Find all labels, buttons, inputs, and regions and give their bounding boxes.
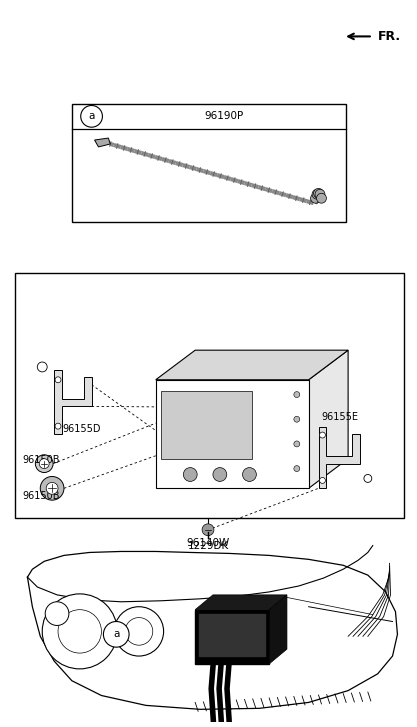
Circle shape bbox=[55, 377, 61, 382]
Circle shape bbox=[55, 423, 61, 429]
Polygon shape bbox=[309, 350, 348, 489]
Text: 96155D: 96155D bbox=[62, 424, 100, 434]
Text: 96140W: 96140W bbox=[186, 537, 230, 547]
Circle shape bbox=[213, 467, 227, 481]
Circle shape bbox=[315, 189, 325, 199]
Circle shape bbox=[45, 602, 69, 625]
Circle shape bbox=[114, 607, 163, 656]
Circle shape bbox=[125, 617, 153, 645]
Bar bbox=[15, 273, 404, 518]
Polygon shape bbox=[156, 350, 348, 379]
Circle shape bbox=[42, 594, 117, 669]
Circle shape bbox=[294, 392, 300, 398]
Circle shape bbox=[37, 362, 47, 372]
Circle shape bbox=[183, 467, 197, 481]
Bar bbox=[72, 103, 346, 222]
Text: 96150B: 96150B bbox=[23, 454, 60, 465]
Polygon shape bbox=[195, 610, 269, 664]
Circle shape bbox=[317, 193, 327, 203]
Circle shape bbox=[39, 459, 49, 469]
Circle shape bbox=[46, 483, 58, 494]
Polygon shape bbox=[54, 370, 92, 434]
Circle shape bbox=[103, 622, 129, 647]
Circle shape bbox=[364, 475, 372, 483]
Text: 96155E: 96155E bbox=[322, 412, 359, 422]
Polygon shape bbox=[156, 379, 309, 489]
Polygon shape bbox=[199, 614, 265, 656]
Polygon shape bbox=[95, 138, 111, 147]
Circle shape bbox=[294, 441, 300, 447]
Circle shape bbox=[35, 455, 53, 473]
Text: 96190P: 96190P bbox=[204, 111, 244, 121]
Circle shape bbox=[314, 188, 324, 198]
Text: a: a bbox=[113, 630, 119, 639]
Text: FR.: FR. bbox=[378, 30, 401, 43]
Circle shape bbox=[319, 478, 325, 483]
Circle shape bbox=[294, 417, 300, 422]
Circle shape bbox=[243, 467, 256, 481]
Text: 1229DK: 1229DK bbox=[187, 541, 229, 550]
Polygon shape bbox=[319, 427, 360, 489]
Text: a: a bbox=[88, 111, 95, 121]
Circle shape bbox=[312, 189, 322, 199]
Circle shape bbox=[81, 105, 103, 127]
Polygon shape bbox=[269, 595, 287, 664]
Circle shape bbox=[311, 193, 321, 203]
Circle shape bbox=[40, 476, 64, 500]
Circle shape bbox=[58, 610, 101, 653]
Circle shape bbox=[294, 465, 300, 472]
Polygon shape bbox=[195, 595, 287, 610]
Text: 96150B: 96150B bbox=[23, 491, 60, 501]
Circle shape bbox=[319, 432, 325, 438]
Circle shape bbox=[202, 524, 214, 536]
Bar bbox=[161, 391, 252, 459]
